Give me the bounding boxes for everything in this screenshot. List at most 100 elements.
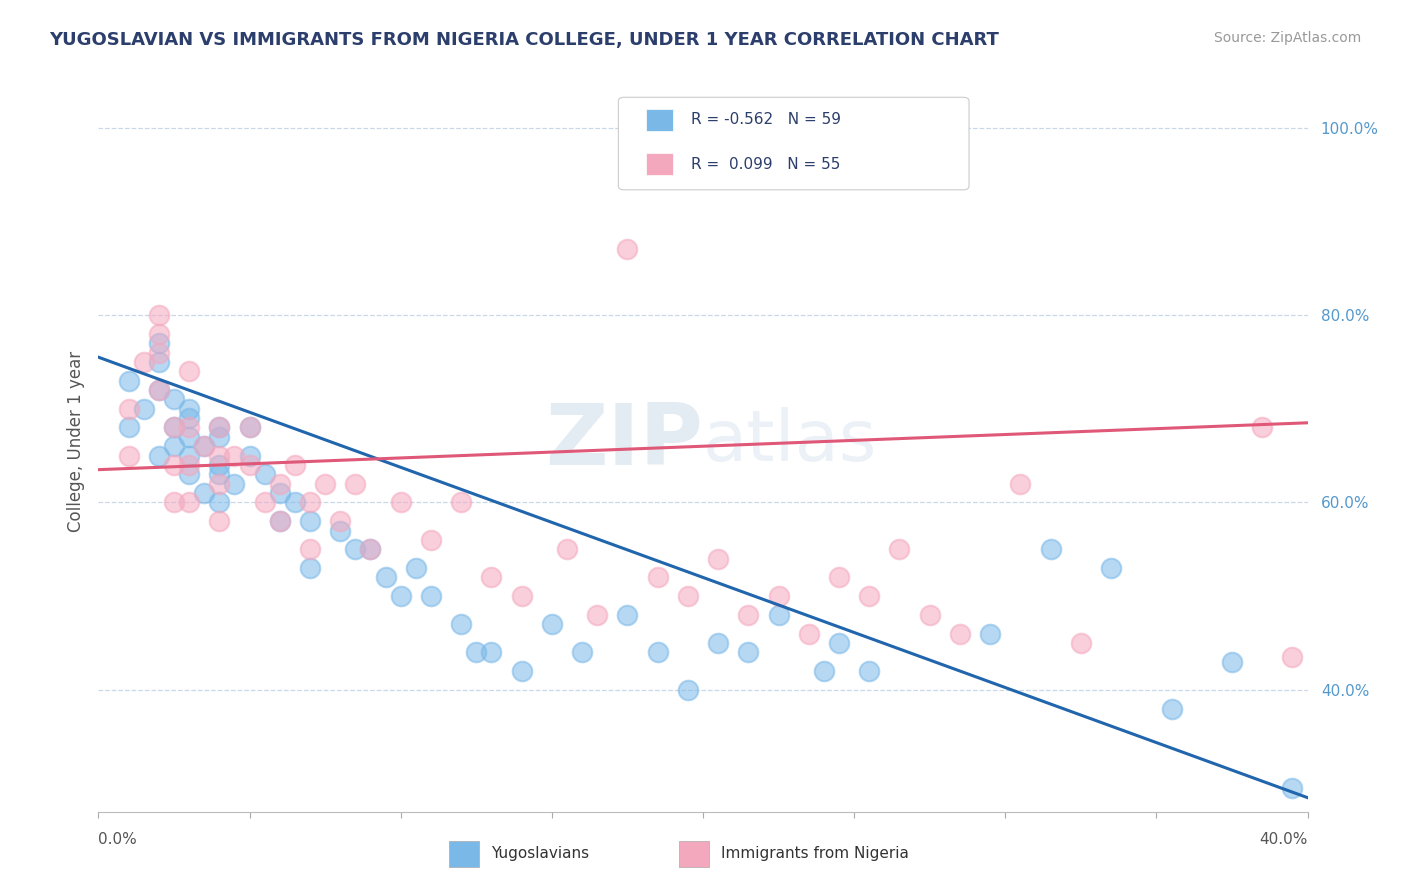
Point [1281,650,1303,665]
Point [239,420,262,434]
Point [239,449,262,463]
Point [179,430,201,444]
Point [163,495,186,509]
Point [889,542,911,557]
Bar [647,109,673,130]
Point [148,355,170,369]
Point [450,495,472,509]
Point [1039,542,1062,557]
Point [239,458,262,472]
Text: Yugoslavians: Yugoslavians [492,847,589,862]
Point [208,420,231,434]
Point [148,308,170,322]
Bar [647,153,673,175]
Point [148,345,170,359]
Text: YUGOSLAVIAN VS IMMIGRANTS FROM NIGERIA COLLEGE, UNDER 1 YEAR CORRELATION CHART: YUGOSLAVIAN VS IMMIGRANTS FROM NIGERIA C… [49,31,1000,49]
Point [707,551,730,566]
Text: 0.0%: 0.0% [98,832,138,847]
Point [179,458,201,472]
Point [118,420,141,434]
Bar [449,841,479,867]
Point [676,589,699,603]
Point [344,476,367,491]
Point [208,449,231,463]
Point [224,476,246,491]
Point [329,514,352,528]
Point [481,645,503,659]
Point [239,420,262,434]
Point [314,476,336,491]
Point [676,682,699,697]
Text: Immigrants from Nigeria: Immigrants from Nigeria [721,847,910,862]
Point [828,570,851,584]
Point [1070,636,1092,650]
Point [208,430,231,444]
Point [481,570,503,584]
Point [148,449,170,463]
Point [193,439,215,453]
Text: atlas: atlas [703,407,877,476]
Point [179,420,201,434]
Point [420,533,443,547]
FancyBboxPatch shape [619,97,969,190]
Point [1010,476,1032,491]
Point [1281,781,1303,796]
Point [510,664,533,678]
Point [118,449,141,463]
Point [269,514,291,528]
Point [344,542,367,557]
Point [118,401,141,416]
Point [193,439,215,453]
Point [949,626,972,640]
Point [179,495,201,509]
Text: R = -0.562   N = 59: R = -0.562 N = 59 [690,112,841,128]
Point [163,420,186,434]
Point [858,664,880,678]
Point [269,514,291,528]
Point [555,542,578,557]
Bar [679,841,709,867]
Point [284,458,307,472]
Point [299,561,322,575]
Point [132,355,155,369]
Point [405,561,427,575]
Point [360,542,382,557]
Point [299,542,322,557]
Point [163,458,186,472]
Point [465,645,488,659]
Point [768,607,790,622]
Point [389,495,412,509]
Point [299,495,322,509]
Point [193,486,215,500]
Point [179,401,201,416]
Point [269,486,291,500]
Point [797,626,820,640]
Point [737,645,759,659]
Point [616,607,638,622]
Point [208,495,231,509]
Point [647,645,669,659]
Point [828,636,851,650]
Point [148,383,170,397]
Point [1220,655,1243,669]
Point [299,514,322,528]
Point [224,449,246,463]
Point [979,626,1001,640]
Point [179,449,201,463]
Point [179,467,201,482]
Point [253,467,276,482]
Point [510,589,533,603]
Point [179,364,201,378]
Point [163,439,186,453]
Point [208,458,231,472]
Point [148,336,170,351]
Point [420,589,443,603]
Point [148,383,170,397]
Text: Source: ZipAtlas.com: Source: ZipAtlas.com [1213,31,1361,45]
Point [1099,561,1122,575]
Text: 40.0%: 40.0% [1260,832,1308,847]
Point [858,589,880,603]
Point [616,243,638,257]
Point [269,476,291,491]
Point [284,495,307,509]
